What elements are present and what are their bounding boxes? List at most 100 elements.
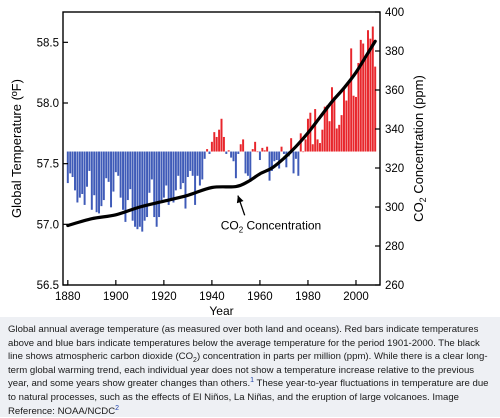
bar-1992 xyxy=(335,128,338,152)
bar-1959 xyxy=(256,151,259,153)
y-right-axis-title: CO2 Concentration (ppm) xyxy=(411,75,428,222)
bar-1881 xyxy=(69,151,72,174)
bar-1894 xyxy=(100,151,103,207)
bar-1965 xyxy=(270,151,273,171)
bar-1951 xyxy=(237,151,240,154)
bar-1925 xyxy=(174,151,177,191)
bar-1930 xyxy=(186,151,189,178)
bar-1893 xyxy=(98,151,101,214)
bar-1985 xyxy=(318,143,321,152)
y-left-tick-label: 58.0 xyxy=(37,98,59,110)
bar-2002 xyxy=(359,39,362,152)
bar-1946 xyxy=(225,151,228,154)
bar-1923 xyxy=(170,151,173,201)
y-left-tick-label: 56.5 xyxy=(37,280,59,292)
bar-1889 xyxy=(88,151,91,171)
y-right-tick-label: 260 xyxy=(385,280,404,292)
bar-1947 xyxy=(227,150,230,152)
bar-1884 xyxy=(76,151,79,203)
bar-1903 xyxy=(122,151,125,210)
temperature-co2-chart: CO2 Concentration 1880 1900 1920 1940 1960 19… xyxy=(9,7,428,317)
bar-1996 xyxy=(345,100,348,152)
figure-caption: Global annual average temperature (as me… xyxy=(0,317,500,417)
bar-1912 xyxy=(143,151,146,221)
bar-1948 xyxy=(230,151,233,158)
bar-1956 xyxy=(249,151,252,182)
x-axis: 1880 1900 1920 1940 1960 1980 2000 xyxy=(55,280,369,303)
bar-1942 xyxy=(215,136,218,152)
plot-border xyxy=(62,11,381,286)
x-tick-label: 1880 xyxy=(55,291,81,303)
x-tick-label: 1900 xyxy=(103,291,129,303)
bar-1990 xyxy=(330,87,333,152)
bar-1974 xyxy=(292,151,295,174)
bar-1897 xyxy=(107,151,110,182)
bar-1916 xyxy=(153,151,156,218)
bar-1998 xyxy=(350,48,353,152)
annotation-arrow-head xyxy=(236,195,244,204)
y-left-tick-label: 58.5 xyxy=(37,37,59,49)
bar-1913 xyxy=(146,151,149,218)
x-axis-title: Year xyxy=(209,304,233,317)
y-left-tick-label: 57.5 xyxy=(37,159,59,171)
bar-1954 xyxy=(244,151,247,174)
bar-1973 xyxy=(290,138,293,152)
bar-1892 xyxy=(95,151,98,213)
reference-link-1[interactable]: 1 xyxy=(250,377,255,385)
bar-1971 xyxy=(285,151,288,168)
bar-1989 xyxy=(328,121,331,152)
bar-1883 xyxy=(74,151,76,191)
co2-line xyxy=(66,39,377,228)
bar-1937 xyxy=(203,151,206,159)
co2-line-group: CO2 Concentration xyxy=(66,39,377,234)
y-right-tick-label: 300 xyxy=(385,202,404,214)
bar-1888 xyxy=(86,151,88,187)
bar-1975 xyxy=(294,151,297,159)
bar-1918 xyxy=(158,151,161,218)
bar-1952 xyxy=(239,144,242,152)
bar-1906 xyxy=(129,151,132,190)
x-tick-label: 1980 xyxy=(295,291,321,303)
bar-2003 xyxy=(362,43,365,152)
bar-2004 xyxy=(364,55,367,152)
bar-1890 xyxy=(90,151,93,210)
bar-1899 xyxy=(112,151,115,192)
bar-1885 xyxy=(78,151,81,198)
bar-1936 xyxy=(201,151,204,180)
bar-1970 xyxy=(282,151,285,154)
bar-1935 xyxy=(198,151,201,186)
bar-1966 xyxy=(273,151,276,162)
bar-1926 xyxy=(177,151,180,176)
bar-1910 xyxy=(138,151,141,227)
bar-1929 xyxy=(184,151,187,209)
bar-1968 xyxy=(278,151,281,169)
bar-1915 xyxy=(150,151,153,180)
x-tick-label: 2000 xyxy=(343,291,369,303)
bar-1987 xyxy=(323,106,326,152)
reference-link-2[interactable]: 2 xyxy=(115,404,120,412)
bar-1995 xyxy=(342,89,345,152)
temperature-bars xyxy=(66,26,377,232)
bar-1920 xyxy=(162,151,165,198)
bar-1943 xyxy=(218,129,221,152)
axis-titles: Year Global Temperature (ºF) CO2 Concentra… xyxy=(9,75,428,317)
bar-1958 xyxy=(254,141,257,152)
x-tick-label: 1960 xyxy=(247,291,273,303)
y-right-tick-label: 360 xyxy=(385,85,404,97)
y-right-tick-label: 400 xyxy=(385,7,404,19)
bar-1934 xyxy=(196,151,199,176)
bar-1941 xyxy=(213,132,216,152)
caption-segment: Global annual average temperature (as me… xyxy=(8,324,480,363)
bar-1905 xyxy=(126,151,129,201)
x-tick-label: 1940 xyxy=(199,291,225,303)
bar-1886 xyxy=(81,151,84,194)
bar-1955 xyxy=(246,151,249,176)
bar-1911 xyxy=(141,151,144,232)
bar-1895 xyxy=(102,151,105,201)
caption-segment: ) concentration in parts per million (pp… xyxy=(8,351,488,390)
bar-2007 xyxy=(371,26,374,152)
y-right-tick-label: 340 xyxy=(385,124,404,136)
bar-1999 xyxy=(352,95,355,152)
bar-1908 xyxy=(134,151,137,227)
bar-1909 xyxy=(136,151,139,230)
